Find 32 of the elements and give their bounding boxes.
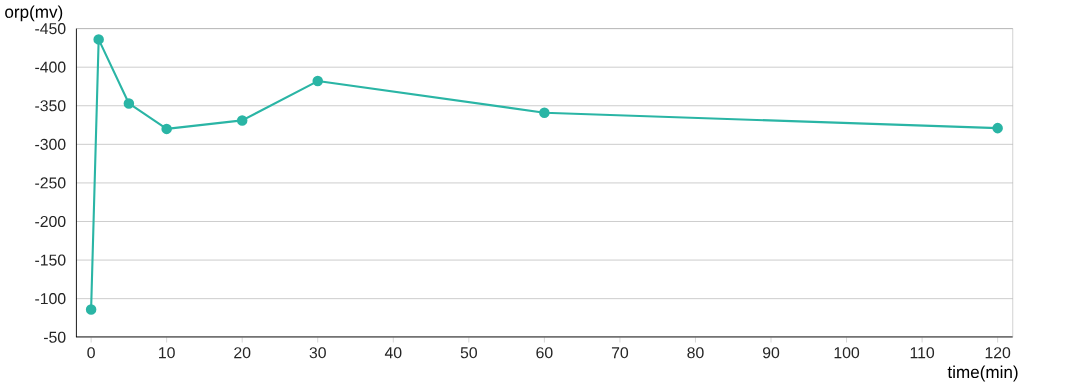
y-tick-label: -350 xyxy=(35,100,66,112)
y-tick-label: -300 xyxy=(35,138,66,151)
x-tick-label: 10 xyxy=(159,347,175,359)
y-tick-label: -50 xyxy=(44,331,66,344)
y-axis-title: orp(mv) xyxy=(5,5,63,22)
x-tick-label: 60 xyxy=(536,347,553,359)
x-tick-label: 70 xyxy=(611,347,629,359)
x-tick-label: 110 xyxy=(910,347,935,359)
y-tick-label: -100 xyxy=(35,293,66,305)
x-tick-label: 20 xyxy=(234,347,251,359)
x-tick-label: 80 xyxy=(687,347,704,359)
y-tick-label: -400 xyxy=(35,61,66,73)
point xyxy=(539,107,550,119)
point xyxy=(161,123,172,135)
point xyxy=(123,98,135,109)
x-tick-label: 100 xyxy=(834,347,860,359)
x-axis-title: time(min) xyxy=(947,365,1018,382)
point xyxy=(93,34,104,45)
x-tick-label: 40 xyxy=(384,347,402,359)
x-tick-label: 90 xyxy=(762,347,780,359)
point xyxy=(312,76,323,87)
y-tick-label: -450 xyxy=(35,23,66,35)
x-tick-label: 30 xyxy=(309,347,326,359)
x-tick-label: 120 xyxy=(985,347,1011,359)
y-tick-label: -250 xyxy=(35,177,66,189)
x-tick-label: 0 xyxy=(87,347,95,359)
point xyxy=(992,123,1003,134)
x-tick-label: 50 xyxy=(460,347,477,359)
y-tick-label: -200 xyxy=(35,216,66,228)
y-tick-label: -150 xyxy=(35,254,66,266)
point xyxy=(236,115,248,126)
point xyxy=(85,304,97,315)
